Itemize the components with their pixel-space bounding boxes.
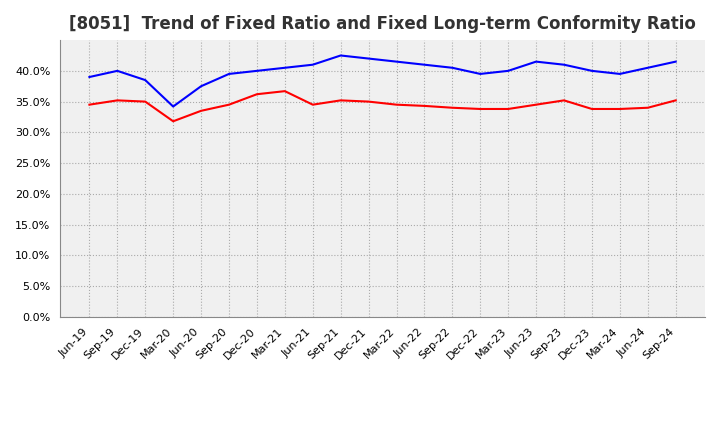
Fixed Long-term Conformity Ratio (644, 105, 652, 110)
Fixed Ratio (253, 68, 261, 73)
Fixed Ratio (588, 68, 596, 73)
Fixed Ratio (559, 62, 568, 67)
Fixed Long-term Conformity Ratio (532, 102, 541, 107)
Line: Fixed Ratio: Fixed Ratio (89, 55, 675, 106)
Fixed Long-term Conformity Ratio (336, 98, 345, 103)
Fixed Ratio (392, 59, 401, 64)
Fixed Long-term Conformity Ratio (588, 106, 596, 112)
Fixed Long-term Conformity Ratio (281, 88, 289, 94)
Fixed Ratio (85, 74, 94, 80)
Title: [8051]  Trend of Fixed Ratio and Fixed Long-term Conformity Ratio: [8051] Trend of Fixed Ratio and Fixed Lo… (69, 15, 696, 33)
Fixed Long-term Conformity Ratio (448, 105, 456, 110)
Fixed Ratio (616, 71, 624, 77)
Fixed Long-term Conformity Ratio (559, 98, 568, 103)
Fixed Long-term Conformity Ratio (616, 106, 624, 112)
Fixed Ratio (532, 59, 541, 64)
Fixed Ratio (197, 84, 205, 89)
Fixed Ratio (448, 65, 456, 70)
Fixed Long-term Conformity Ratio (671, 98, 680, 103)
Fixed Long-term Conformity Ratio (253, 92, 261, 97)
Fixed Long-term Conformity Ratio (141, 99, 150, 104)
Legend: Fixed Ratio, Fixed Long-term Conformity Ratio: Fixed Ratio, Fixed Long-term Conformity … (184, 439, 581, 440)
Fixed Long-term Conformity Ratio (197, 108, 205, 114)
Fixed Long-term Conformity Ratio (225, 102, 233, 107)
Fixed Ratio (671, 59, 680, 64)
Fixed Long-term Conformity Ratio (420, 103, 428, 109)
Fixed Ratio (281, 65, 289, 70)
Fixed Ratio (336, 53, 345, 58)
Fixed Long-term Conformity Ratio (392, 102, 401, 107)
Fixed Long-term Conformity Ratio (476, 106, 485, 112)
Fixed Ratio (225, 71, 233, 77)
Fixed Ratio (476, 71, 485, 77)
Fixed Long-term Conformity Ratio (504, 106, 513, 112)
Fixed Ratio (364, 56, 373, 61)
Fixed Long-term Conformity Ratio (364, 99, 373, 104)
Line: Fixed Long-term Conformity Ratio: Fixed Long-term Conformity Ratio (89, 91, 675, 121)
Fixed Ratio (308, 62, 317, 67)
Fixed Ratio (141, 77, 150, 83)
Fixed Ratio (169, 104, 178, 109)
Fixed Long-term Conformity Ratio (169, 119, 178, 124)
Fixed Ratio (113, 68, 122, 73)
Fixed Long-term Conformity Ratio (308, 102, 317, 107)
Fixed Long-term Conformity Ratio (113, 98, 122, 103)
Fixed Ratio (644, 65, 652, 70)
Fixed Ratio (420, 62, 428, 67)
Fixed Ratio (504, 68, 513, 73)
Fixed Long-term Conformity Ratio (85, 102, 94, 107)
